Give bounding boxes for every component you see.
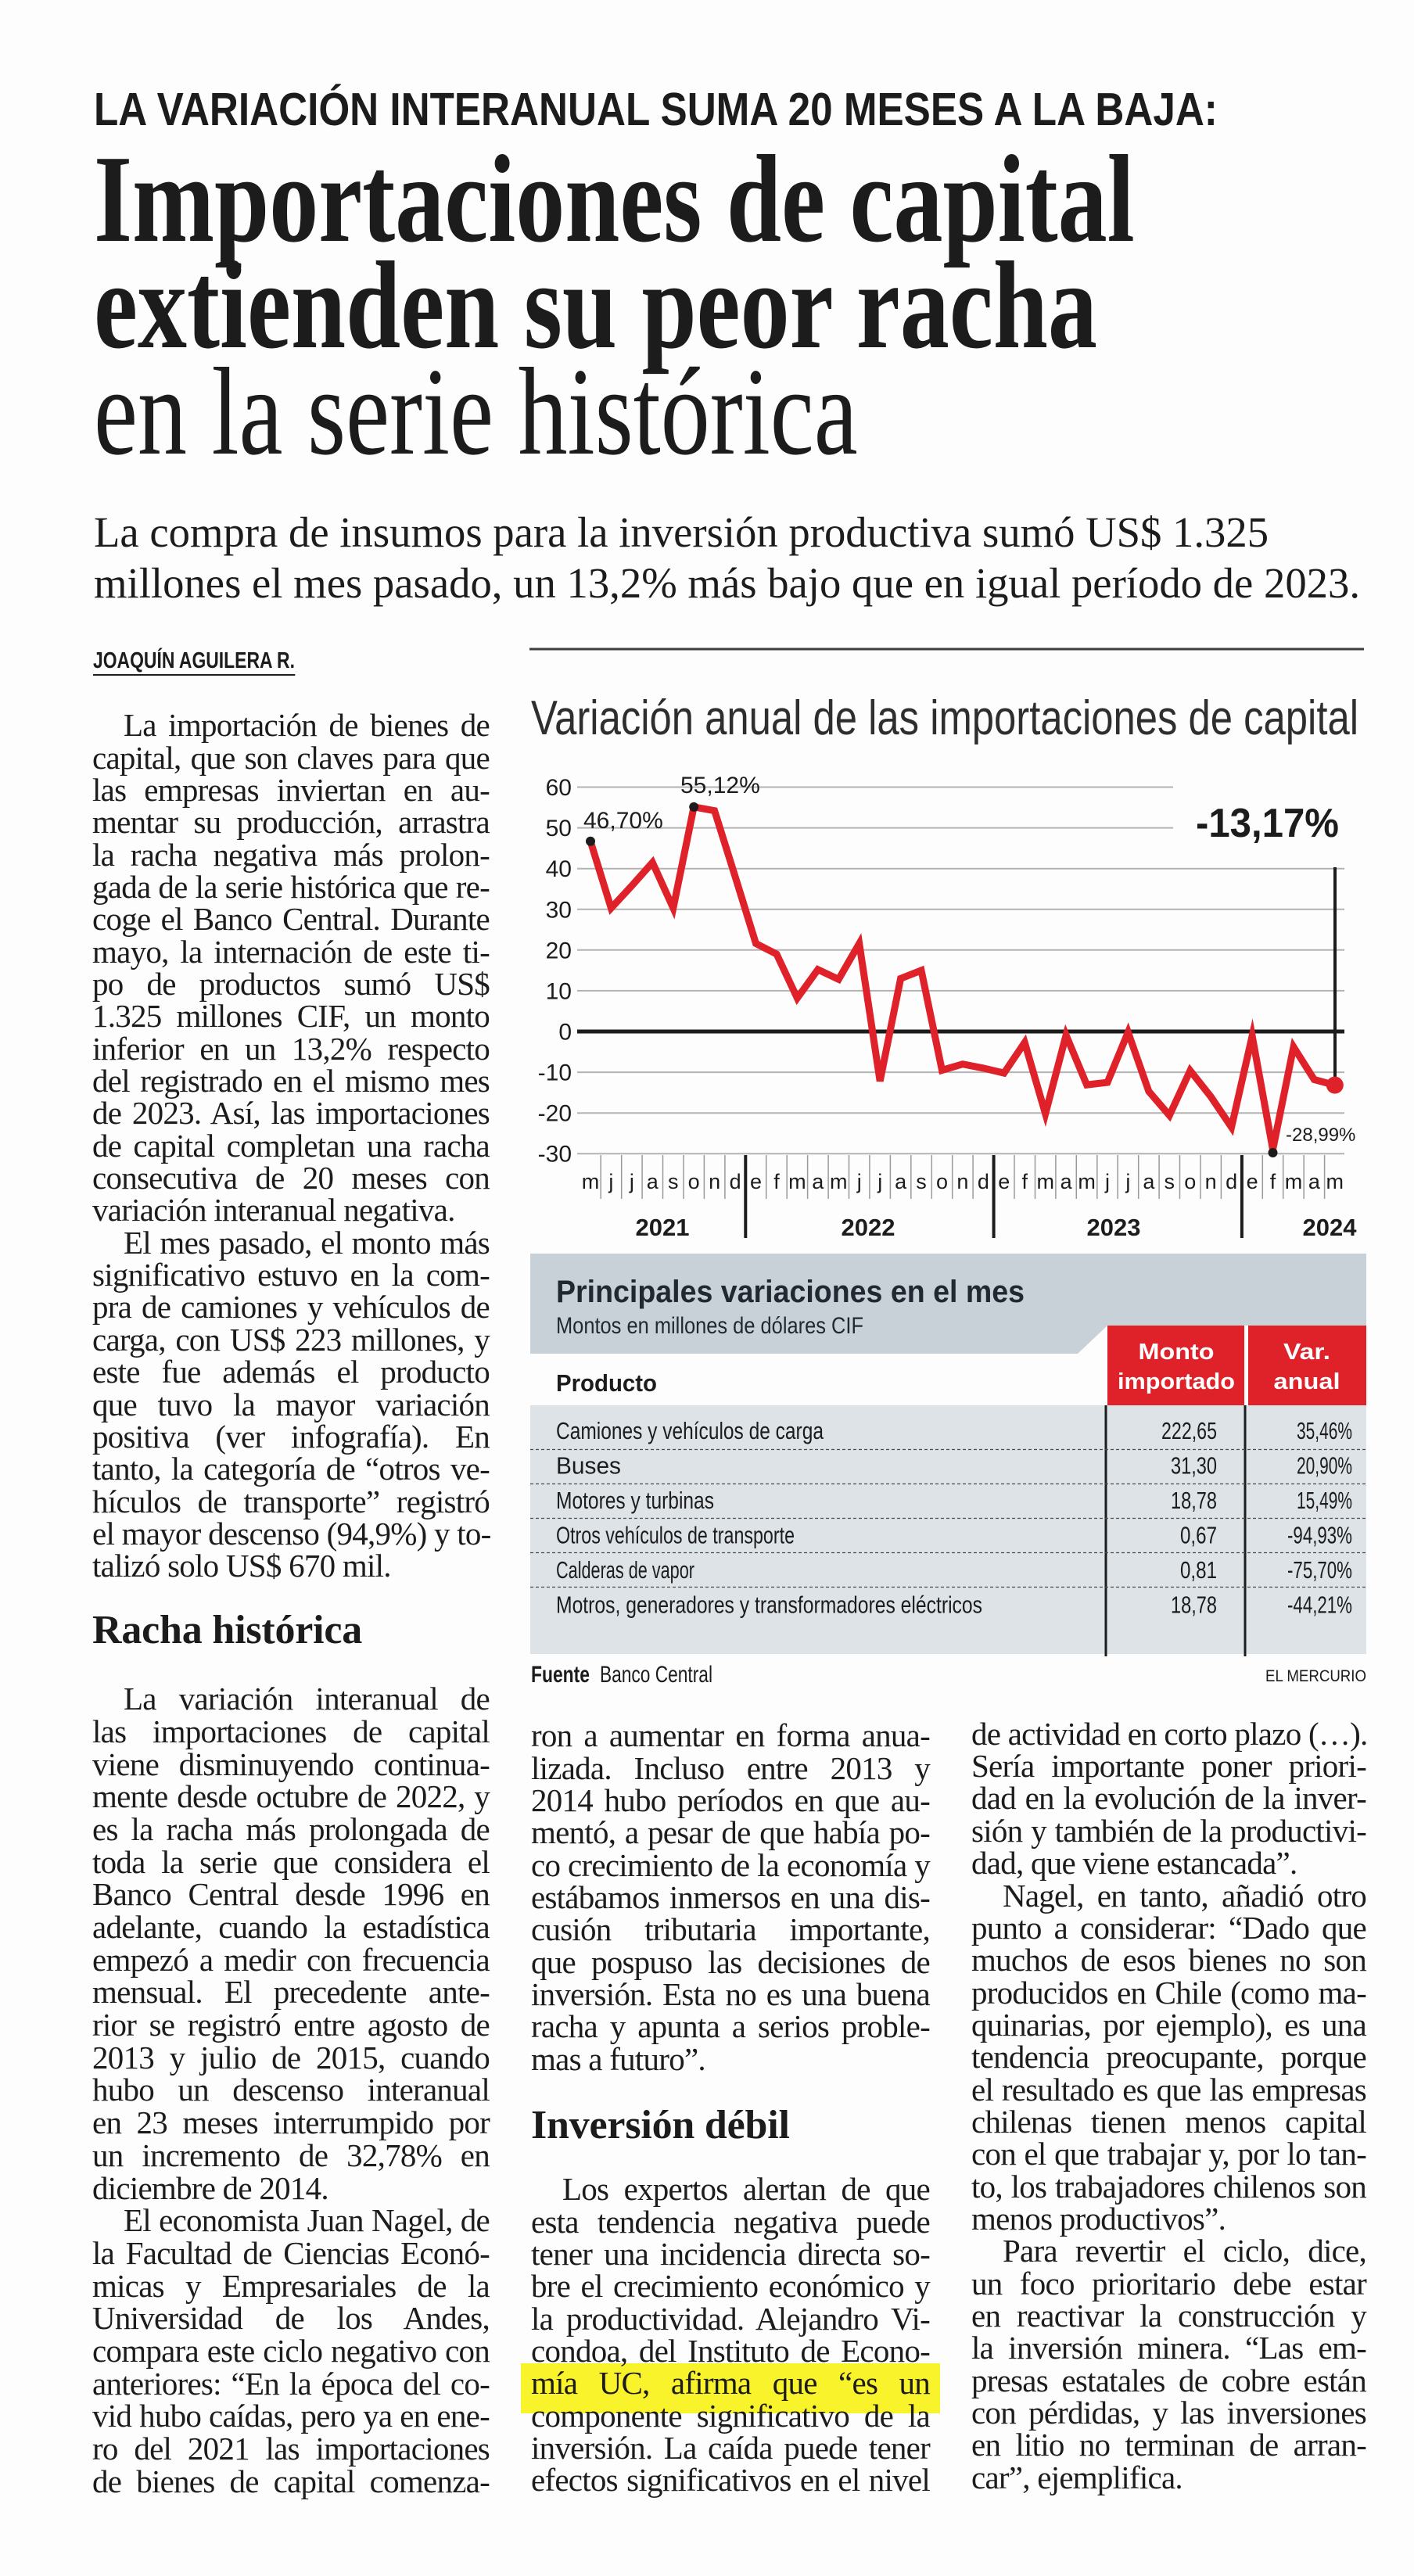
svg-text:s: s	[916, 1170, 927, 1193]
svg-text:j: j	[1104, 1170, 1110, 1193]
svg-text:20,90%: 20,90%	[1297, 1452, 1352, 1480]
svg-text:Motores y turbinas: Motores y turbinas	[556, 1487, 714, 1514]
svg-text:31,30: 31,30	[1171, 1452, 1217, 1480]
svg-text:f: f	[773, 1170, 780, 1193]
svg-text:d: d	[730, 1170, 741, 1193]
svg-text:-94,93%: -94,93%	[1287, 1522, 1352, 1549]
svg-text:f: f	[1021, 1170, 1028, 1193]
svg-text:Producto: Producto	[556, 1369, 657, 1397]
svg-text:Monto: Monto	[1139, 1340, 1215, 1365]
svg-text:-75,70%: -75,70%	[1287, 1556, 1352, 1584]
svg-text:o: o	[1184, 1170, 1196, 1193]
svg-text:0,67: 0,67	[1180, 1522, 1217, 1549]
svg-text:35,46%: 35,46%	[1297, 1417, 1352, 1444]
svg-text:10: 10	[546, 978, 572, 1004]
svg-text:m: m	[788, 1170, 806, 1193]
svg-text:Motros, generadores y transfor: Motros, generadores y transformadores el…	[556, 1591, 982, 1619]
svg-text:Montos en millones de dólares: Montos en millones de dólares CIF	[556, 1313, 863, 1339]
svg-text:e: e	[1247, 1170, 1258, 1193]
svg-text:j: j	[856, 1170, 862, 1193]
svg-text:j: j	[1125, 1170, 1130, 1193]
svg-text:18,78: 18,78	[1171, 1487, 1217, 1514]
svg-text:m: m	[1326, 1170, 1344, 1193]
svg-text:f: f	[1270, 1170, 1276, 1193]
svg-text:46,70%: 46,70%	[583, 808, 663, 834]
svg-text:e: e	[750, 1170, 762, 1193]
svg-text:Calderas de vapor: Calderas de vapor	[556, 1556, 694, 1584]
svg-text:a: a	[895, 1170, 907, 1193]
svg-text:m: m	[582, 1170, 600, 1193]
svg-text:j: j	[629, 1170, 634, 1193]
svg-text:m: m	[1285, 1170, 1303, 1193]
svg-text:n: n	[709, 1170, 720, 1193]
svg-text:EL MERCURIO: EL MERCURIO	[1265, 1667, 1366, 1685]
svg-text:222,65: 222,65	[1161, 1417, 1217, 1444]
svg-text:o: o	[936, 1170, 948, 1193]
svg-text:a: a	[1060, 1170, 1073, 1193]
svg-text:Otros vehículos de transporte: Otros vehículos de transporte	[556, 1522, 795, 1549]
svg-text:-10: -10	[538, 1060, 572, 1086]
svg-text:e: e	[998, 1170, 1010, 1193]
svg-text:m: m	[1078, 1170, 1096, 1193]
svg-text:40: 40	[546, 856, 572, 882]
svg-text:s: s	[1165, 1170, 1175, 1193]
svg-text:15,49%: 15,49%	[1297, 1487, 1352, 1514]
svg-text:Principales variaciones en el: Principales variaciones en el mes	[556, 1275, 1025, 1309]
svg-text:j: j	[877, 1170, 882, 1193]
svg-text:a: a	[1308, 1170, 1321, 1193]
svg-text:d: d	[1226, 1170, 1237, 1193]
svg-text:Buses: Buses	[556, 1452, 621, 1480]
svg-text:50: 50	[546, 816, 572, 841]
svg-text:-28,99%: -28,99%	[1286, 1125, 1355, 1146]
svg-text:m: m	[1036, 1170, 1054, 1193]
svg-text:a: a	[647, 1170, 659, 1193]
svg-text:-20: -20	[538, 1101, 572, 1127]
svg-text:2022: 2022	[842, 1214, 895, 1241]
svg-text:s: s	[668, 1170, 679, 1193]
svg-text:Camiones y vehículos de carga: Camiones y vehículos de carga	[556, 1417, 824, 1444]
svg-text:2021: 2021	[636, 1214, 690, 1241]
svg-text:Banco Central: Banco Central	[600, 1662, 712, 1688]
svg-text:a: a	[1143, 1170, 1155, 1193]
svg-text:2024: 2024	[1303, 1214, 1358, 1241]
svg-text:20: 20	[546, 938, 572, 963]
svg-text:30: 30	[546, 897, 572, 923]
svg-text:importado: importado	[1118, 1369, 1235, 1394]
svg-text:n: n	[1205, 1170, 1217, 1193]
svg-text:m: m	[830, 1170, 848, 1193]
svg-text:-44,21%: -44,21%	[1287, 1591, 1352, 1619]
svg-text:Variación anual de las importa: Variación anual de las importaciones de …	[531, 691, 1358, 745]
svg-text:18,78: 18,78	[1171, 1591, 1217, 1619]
svg-text:55,12%: 55,12%	[680, 773, 760, 798]
svg-text:j: j	[608, 1170, 613, 1193]
svg-text:0,81: 0,81	[1180, 1556, 1217, 1584]
svg-text:n: n	[956, 1170, 968, 1193]
svg-text:0: 0	[558, 1020, 572, 1046]
svg-text:Var.: Var.	[1283, 1340, 1330, 1365]
svg-text:-30: -30	[538, 1142, 572, 1168]
svg-text:Fuente: Fuente	[531, 1662, 590, 1688]
svg-text:2023: 2023	[1087, 1214, 1141, 1241]
svg-text:60: 60	[546, 775, 572, 801]
svg-text:a: a	[812, 1170, 824, 1193]
svg-text:d: d	[978, 1170, 989, 1193]
svg-text:anual: anual	[1274, 1369, 1340, 1394]
svg-text:-13,17%: -13,17%	[1196, 801, 1339, 846]
svg-text:o: o	[688, 1170, 700, 1193]
